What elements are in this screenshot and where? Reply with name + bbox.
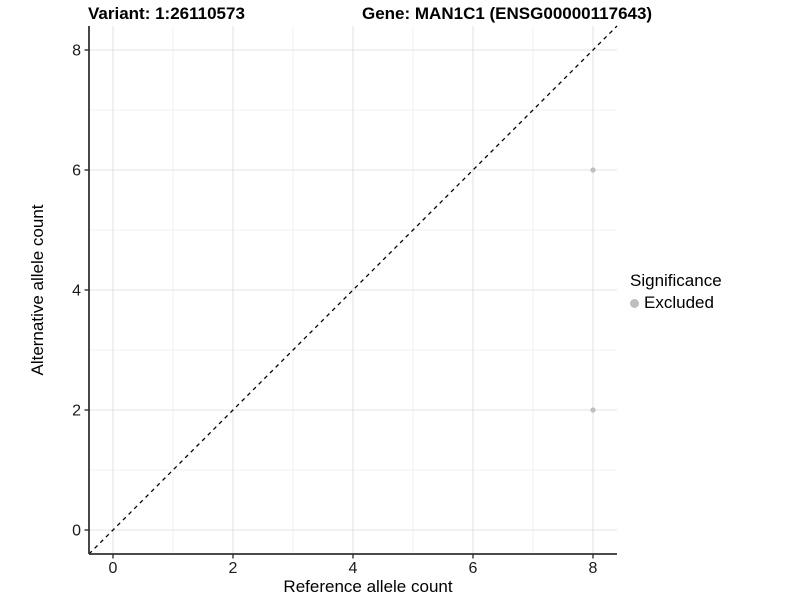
x-tick-label: 2: [229, 560, 238, 577]
legend-item-label: Excluded: [644, 293, 714, 312]
data-point: [590, 407, 596, 413]
plot-title-variant: Variant: 1:26110573: [88, 4, 245, 23]
y-tick-label: 0: [72, 523, 81, 540]
y-tick-label: 2: [72, 403, 81, 420]
x-tick-label: 8: [589, 560, 598, 577]
legend-point-marker: [630, 298, 639, 308]
y-tick-label: 4: [72, 283, 81, 300]
y-tick-label: 8: [72, 43, 81, 60]
plot-title-gene: Gene: MAN1C1 (ENSG00000117643): [362, 4, 653, 23]
legend: Significance Excluded: [630, 271, 722, 313]
x-tick-label: 6: [469, 560, 478, 577]
x-tick-label: 4: [349, 560, 358, 577]
y-axis-title: Alternative allele count: [28, 204, 47, 376]
x-tick-label: 0: [109, 560, 118, 577]
data-point: [590, 167, 596, 173]
legend-title: Significance: [630, 271, 722, 290]
x-axis-title: Reference allele count: [283, 577, 453, 596]
legend-item-excluded: Excluded: [630, 293, 722, 313]
y-tick-label: 6: [72, 163, 81, 180]
